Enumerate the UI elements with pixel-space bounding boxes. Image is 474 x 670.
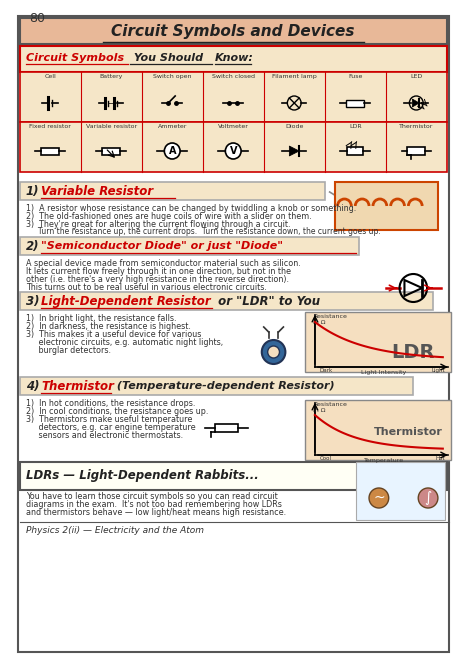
Text: other (i.e. there's a very high resistance in the reverse direction).: other (i.e. there's a very high resistan… [26,275,289,284]
Text: Thermistor: Thermistor [41,379,114,393]
FancyBboxPatch shape [305,400,451,460]
Text: Resistance
in Ω: Resistance in Ω [313,314,347,325]
Text: 3)  This makes it a useful device for various: 3) This makes it a useful device for var… [26,330,201,339]
Text: LDR: LDR [349,124,362,129]
Text: A special device made from semiconductor material such as silicon.: A special device made from semiconductor… [26,259,301,268]
FancyBboxPatch shape [20,46,447,72]
Text: detectors, e.g. car engine temperature: detectors, e.g. car engine temperature [26,423,195,432]
Text: ~: ~ [373,491,385,505]
Text: "Semiconductor Diode" or just "Diode": "Semiconductor Diode" or just "Diode" [41,241,283,251]
Text: 2)  In cool conditions, the resistance goes up.: 2) In cool conditions, the resistance go… [26,407,208,416]
FancyBboxPatch shape [305,312,451,372]
FancyBboxPatch shape [347,147,363,155]
Text: 1)  A resistor whose resistance can be changed by twiddling a knob or something.: 1) A resistor whose resistance can be ch… [26,204,356,213]
Polygon shape [289,146,299,156]
Text: You have to learn those circuit symbols so you can read circuit: You have to learn those circuit symbols … [26,492,277,501]
Text: diagrams in the exam.  It's not too bad remembering how LDRs: diagrams in the exam. It's not too bad r… [26,500,282,509]
Text: Cool: Cool [320,456,332,461]
Text: LDR: LDR [392,342,435,362]
Text: Light Intensity: Light Intensity [361,370,406,375]
Text: Light-Dependent Resistor: Light-Dependent Resistor [41,295,211,308]
FancyBboxPatch shape [20,462,447,490]
Circle shape [164,143,180,159]
FancyBboxPatch shape [102,147,120,155]
Text: Circuit Symbols: Circuit Symbols [26,53,124,63]
Text: 2)  In darkness, the resistance is highest.: 2) In darkness, the resistance is highes… [26,322,191,331]
Text: Dark: Dark [320,368,333,373]
Text: Fuse: Fuse [348,74,363,79]
Text: 1): 1) [26,184,39,198]
FancyBboxPatch shape [20,72,447,122]
Text: Temperature: Temperature [364,458,404,463]
Text: Variable Resistor: Variable Resistor [41,184,154,198]
Text: Resistance
in Ω: Resistance in Ω [313,402,347,413]
Text: Cell: Cell [44,74,56,79]
Text: A: A [168,146,176,156]
Text: Physics 2(ii) — Electricity and the Atom: Physics 2(ii) — Electricity and the Atom [26,526,204,535]
Circle shape [225,143,241,159]
Text: Switch closed: Switch closed [212,74,255,79]
Text: Turn the resistance up, the current drops.  Turn the resistance down, the curren: Turn the resistance up, the current drop… [26,227,380,236]
Text: Thermistor: Thermistor [374,427,443,437]
Text: Ammeter: Ammeter [157,124,187,129]
Text: Switch open: Switch open [153,74,191,79]
Text: 4): 4) [26,379,39,393]
Text: and thermistors behave — low light/heat means high resistance.: and thermistors behave — low light/heat … [26,508,286,517]
Text: 2)  The old-fashioned ones are huge coils of wire with a slider on them.: 2) The old-fashioned ones are huge coils… [26,212,311,221]
Text: Voltmeter: Voltmeter [218,124,249,129]
Text: Fixed resistor: Fixed resistor [29,124,71,129]
FancyBboxPatch shape [356,462,445,520]
FancyBboxPatch shape [41,147,59,155]
Text: 1)  In bright light, the resistance falls.: 1) In bright light, the resistance falls… [26,314,176,323]
Text: ∫: ∫ [424,491,432,505]
FancyBboxPatch shape [346,100,364,107]
Text: Know:: Know: [215,53,254,63]
Text: 80: 80 [29,12,46,25]
Text: LED: LED [410,74,422,79]
Text: 3): 3) [26,295,39,308]
FancyBboxPatch shape [20,122,447,172]
Text: Variable resistor: Variable resistor [86,124,137,129]
Text: Circuit Symbols and Devices: Circuit Symbols and Devices [111,23,355,38]
Text: (Temperature-dependent Resistor): (Temperature-dependent Resistor) [113,381,335,391]
Text: burglar detectors.: burglar detectors. [26,346,110,355]
Text: This turns out to be real useful in various electronic circuits.: This turns out to be real useful in vari… [26,283,266,292]
FancyBboxPatch shape [408,147,425,155]
FancyBboxPatch shape [20,292,433,310]
Text: 3)  They're great for altering the current flowing through a circuit.: 3) They're great for altering the curren… [26,220,290,229]
FancyBboxPatch shape [18,16,449,652]
Text: Light: Light [431,368,445,373]
Text: LDRs — Light-Dependent Rabbits...: LDRs — Light-Dependent Rabbits... [26,470,258,482]
Text: Thermistor: Thermistor [399,124,433,129]
Text: You Should: You Should [130,53,207,63]
FancyBboxPatch shape [20,18,447,44]
Text: It lets current flow freely through it in one direction, but not in the: It lets current flow freely through it i… [26,267,291,276]
Text: Battery: Battery [100,74,123,79]
Text: 2): 2) [26,239,39,253]
Text: Hot: Hot [435,456,445,461]
FancyBboxPatch shape [20,182,325,200]
Text: Diode: Diode [285,124,303,129]
Circle shape [268,346,280,358]
Text: sensors and electronic thermostats.: sensors and electronic thermostats. [26,431,182,440]
Text: 3)  Thermistors make useful temperature: 3) Thermistors make useful temperature [26,415,192,424]
Text: Filament lamp: Filament lamp [272,74,317,79]
Circle shape [369,488,389,508]
Text: V: V [229,146,237,156]
FancyBboxPatch shape [20,237,359,255]
Circle shape [418,488,438,508]
FancyBboxPatch shape [335,182,438,230]
Text: 1)  In hot conditions, the resistance drops.: 1) In hot conditions, the resistance dro… [26,399,195,408]
FancyBboxPatch shape [20,377,413,395]
Circle shape [262,340,285,364]
Text: electronic circuits, e.g. automatic night lights,: electronic circuits, e.g. automatic nigh… [26,338,223,347]
Polygon shape [412,99,419,107]
FancyBboxPatch shape [215,424,238,432]
Text: or "LDR" to You: or "LDR" to You [214,295,319,308]
